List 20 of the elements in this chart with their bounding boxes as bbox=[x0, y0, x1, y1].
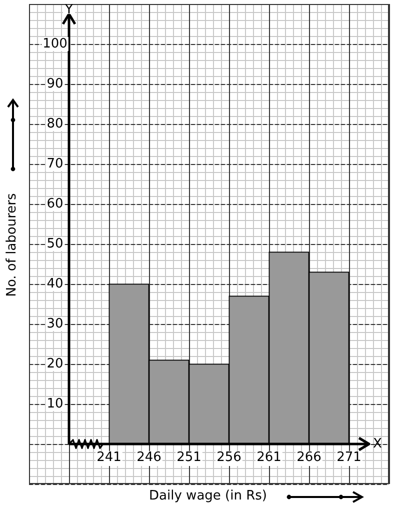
annotation: Y bbox=[64, 2, 74, 18]
y-tick-label: 100 bbox=[42, 36, 68, 52]
y-tick-label: 70 bbox=[46, 156, 64, 172]
x-tick-label: 241 bbox=[96, 450, 122, 465]
x-tick-label: 266 bbox=[296, 450, 322, 465]
y-axis-title: No. of labourers bbox=[4, 192, 20, 297]
x-tick-label: 251 bbox=[176, 450, 202, 465]
x-tick-label: 261 bbox=[256, 450, 282, 465]
x-tick-label: 246 bbox=[136, 450, 162, 465]
y-tick-label: 80 bbox=[46, 116, 64, 132]
y-tick-label: 60 bbox=[46, 196, 64, 212]
y-tick-label: 50 bbox=[46, 236, 64, 252]
y-tick-label: 40 bbox=[46, 276, 64, 292]
y-tick-label: 30 bbox=[46, 316, 64, 332]
y-tick-label: 10 bbox=[46, 396, 64, 412]
x-tick-label: 256 bbox=[216, 450, 242, 465]
x-tick-label: 271 bbox=[336, 450, 362, 465]
y-tick-label: 20 bbox=[46, 356, 64, 372]
y-tick-label: 90 bbox=[46, 76, 64, 92]
x-axis-title: Daily wage (in Rs) bbox=[149, 488, 267, 504]
